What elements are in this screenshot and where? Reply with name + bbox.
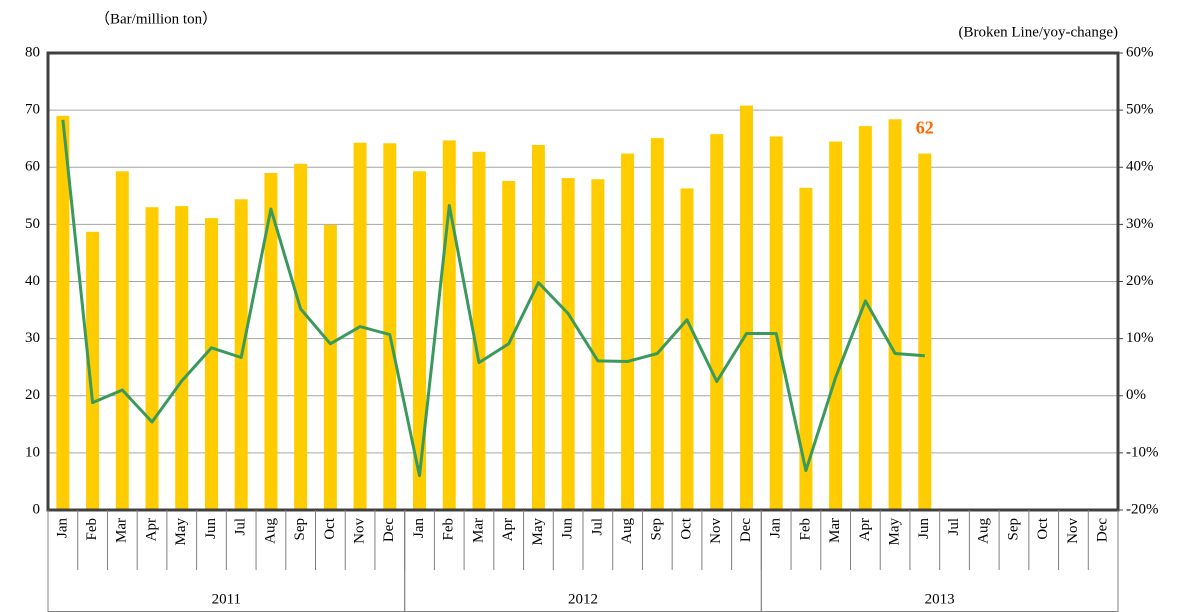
- x-tick-label: Oct: [678, 517, 694, 539]
- bar: [858, 126, 872, 511]
- x-tick-label: Nov: [1065, 518, 1081, 544]
- x-tick-label: Sep: [649, 518, 665, 541]
- bar: [145, 207, 159, 511]
- bar: [829, 141, 843, 510]
- bar: [294, 163, 308, 510]
- y2-tick-label: 10%: [1126, 330, 1154, 346]
- y2-tick-label: 20%: [1126, 273, 1154, 289]
- bar: [413, 171, 427, 510]
- x-tick-label: Sep: [292, 518, 308, 541]
- y2-tick-label: 40%: [1126, 159, 1154, 175]
- x-tick-label: Apr: [500, 518, 516, 541]
- x-tick-label: Nov: [352, 518, 368, 544]
- y2-tick-label: 30%: [1126, 216, 1154, 232]
- x-tick-label: Aug: [619, 518, 635, 544]
- x-tick-label: Dec: [738, 518, 754, 542]
- x-tick-label: Jan: [54, 518, 70, 538]
- x-tick-label: Nov: [708, 518, 724, 544]
- x-tick-label: Jun: [203, 518, 219, 539]
- x-tick-label: Oct: [322, 517, 338, 539]
- bar: [442, 140, 456, 510]
- bar: [710, 134, 724, 510]
- y2-tick-label: 50%: [1126, 102, 1154, 118]
- y-axis-label: （Bar/million ton）: [95, 10, 217, 27]
- bar: [888, 119, 902, 510]
- y2-tick-label: 60%: [1126, 44, 1154, 60]
- y2-tick-label: -20%: [1126, 501, 1159, 517]
- y-tick-label: 50: [25, 216, 40, 232]
- y2-tick-label: -10%: [1126, 444, 1159, 460]
- x-tick-label: Feb: [797, 518, 813, 541]
- y2-tick-label: 0%: [1126, 387, 1146, 403]
- x-tick-label: Jan: [768, 518, 784, 538]
- bar: [264, 172, 278, 510]
- bar: [86, 231, 100, 510]
- x-tick-label: Mar: [827, 518, 843, 543]
- bar: [918, 153, 932, 511]
- x-tick-label: Jul: [233, 518, 249, 536]
- bar: [175, 206, 189, 510]
- group-label: 2011: [212, 591, 241, 607]
- bar: [204, 218, 218, 510]
- x-tick-label: Apr: [857, 518, 873, 541]
- x-tick-label: Dec: [381, 518, 397, 542]
- y-tick-label: 20: [25, 387, 40, 403]
- bar: [56, 115, 70, 511]
- x-tick-label: Feb: [441, 518, 457, 541]
- bar: [799, 187, 813, 510]
- x-tick-label: Jan: [411, 518, 427, 538]
- x-tick-label: Mar: [114, 518, 130, 543]
- bar: [323, 224, 337, 511]
- x-tick-label: Jul: [589, 518, 605, 536]
- y2-axis-label: (Broken Line/yoy-change): [958, 24, 1118, 40]
- y-tick-label: 10: [25, 444, 40, 460]
- data-label: 62: [916, 118, 934, 138]
- y-tick-label: 60: [25, 159, 40, 175]
- x-tick-label: May: [173, 518, 189, 546]
- x-tick-label: Apr: [143, 518, 159, 541]
- bar: [115, 171, 129, 510]
- x-tick-label: May: [887, 518, 903, 546]
- y-tick-label: 40: [25, 273, 40, 289]
- x-tick-label: Aug: [262, 518, 278, 544]
- x-tick-label: Sep: [1005, 518, 1021, 541]
- bar: [561, 178, 575, 510]
- x-tick-label: Dec: [1095, 518, 1111, 542]
- x-tick-label: May: [530, 518, 546, 546]
- x-tick-label: Jun: [560, 518, 576, 539]
- x-tick-label: Oct: [1035, 517, 1051, 539]
- x-tick-label: Mar: [470, 518, 486, 543]
- x-tick-label: Jun: [916, 518, 932, 539]
- group-label: 2013: [925, 591, 955, 607]
- bar: [383, 143, 397, 510]
- x-tick-label: Aug: [976, 518, 992, 544]
- bar: [531, 144, 545, 510]
- y-tick-label: 30: [25, 330, 40, 346]
- bar: [472, 151, 486, 511]
- x-tick-label: Jul: [946, 518, 962, 536]
- bar: [591, 179, 605, 510]
- y-tick-label: 0: [33, 501, 41, 517]
- line: [61, 119, 925, 478]
- bar: [650, 138, 664, 510]
- x-tick-label: Feb: [84, 518, 100, 541]
- group-label: 2012: [568, 591, 598, 607]
- bar: [680, 188, 694, 511]
- y-tick-label: 70: [25, 102, 40, 118]
- bar: [769, 136, 783, 510]
- bar: [739, 105, 753, 511]
- y-tick-label: 80: [25, 44, 40, 60]
- bar: [621, 153, 635, 511]
